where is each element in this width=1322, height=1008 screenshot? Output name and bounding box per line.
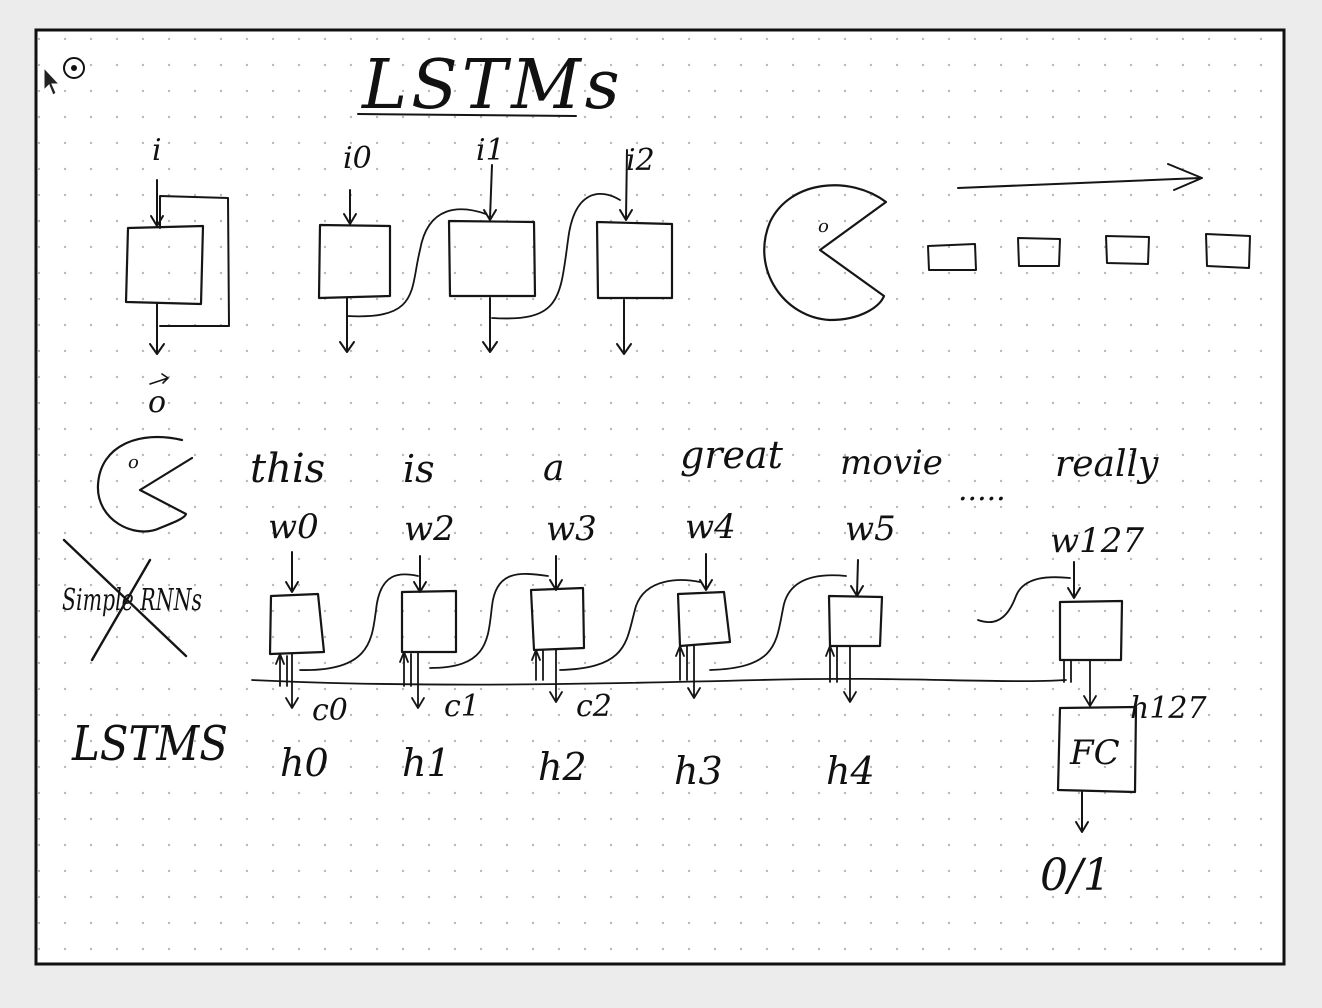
word: really xyxy=(1055,444,1159,485)
vector-label: w5 xyxy=(845,509,896,549)
svg-text:o: o xyxy=(818,216,829,237)
recurrent-loop xyxy=(159,195,230,327)
title-underline xyxy=(357,113,577,117)
cell-box xyxy=(124,224,205,306)
hidden-state-label: h4 xyxy=(826,749,875,793)
word: is xyxy=(403,447,435,491)
vector-label: w4 xyxy=(685,507,736,547)
word: great xyxy=(680,433,784,477)
model-label: LSTMS xyxy=(71,716,228,772)
lstm-chain: c0 c1 c2 h0 h1 h2 h3 h4 h127 FC 0/1 xyxy=(251,551,1207,901)
hidden-state-label: h2 xyxy=(538,745,587,789)
single-cell-input-label: i xyxy=(152,133,162,168)
final-hidden-label: h127 xyxy=(1130,691,1207,726)
hidden-state-label: h3 xyxy=(674,749,723,793)
pacman-small-icon: o xyxy=(96,435,194,533)
direction-arrow xyxy=(957,163,1203,191)
word-vectors: w0 w2 w3 w4 w5 w127 xyxy=(268,507,1144,561)
word: this xyxy=(250,446,325,492)
single-cell-output-label: o xyxy=(148,385,166,420)
cell-box xyxy=(595,220,674,300)
page-title: LSTMs xyxy=(360,46,624,125)
cell-state-label: c2 xyxy=(576,689,612,724)
cell-box xyxy=(529,586,586,652)
cell-box xyxy=(447,219,537,298)
hidden-flow xyxy=(491,193,621,320)
strike-through xyxy=(62,538,188,662)
word: movie xyxy=(840,443,943,483)
cell-box xyxy=(1058,599,1124,662)
cell-state-label: c0 xyxy=(312,693,348,728)
hidden-flow xyxy=(429,573,549,669)
word: a xyxy=(543,448,564,489)
single-lstm-cell: i o xyxy=(124,133,230,420)
hidden-flow xyxy=(299,573,419,671)
sentence: this is a great movie ..... really xyxy=(250,433,1159,508)
hidden-flow xyxy=(977,576,1071,623)
cell-box xyxy=(827,594,884,648)
fc-box xyxy=(1056,705,1138,794)
vector-label: w3 xyxy=(546,509,597,549)
fc-label: FC xyxy=(1069,733,1120,773)
vector-label: w127 xyxy=(1050,521,1144,561)
hidden-state-label: h1 xyxy=(402,741,451,785)
output-label: 0/1 xyxy=(1040,850,1111,901)
cell-box xyxy=(676,590,732,648)
pacman-icon: o xyxy=(763,184,888,322)
target-icon[interactable] xyxy=(63,57,85,79)
input-label-1: i1 xyxy=(476,133,505,168)
hidden-flow xyxy=(709,574,847,671)
cell-state-line xyxy=(251,677,1067,686)
cell-box xyxy=(317,223,392,300)
dot-grid xyxy=(38,32,1282,962)
svg-text:o: o xyxy=(128,452,139,473)
unrolled-cells: i0 i1 i2 xyxy=(317,133,674,355)
pellet-boxes xyxy=(927,233,1251,271)
input-label-2: i2 xyxy=(626,143,655,178)
ellipsis: ..... xyxy=(958,473,1006,508)
cell-box xyxy=(400,589,458,654)
hidden-flow xyxy=(346,208,487,318)
hidden-state-label: h0 xyxy=(280,741,329,785)
cell-state-label: c1 xyxy=(444,689,480,724)
vector-label: w0 xyxy=(268,507,319,547)
vector-label: w2 xyxy=(404,509,455,549)
cursor-icon xyxy=(43,66,61,96)
hidden-flow xyxy=(559,579,701,671)
cell-box xyxy=(268,592,326,656)
struck-label: Simple RNNs xyxy=(62,583,202,618)
input-label-0: i0 xyxy=(343,141,372,176)
